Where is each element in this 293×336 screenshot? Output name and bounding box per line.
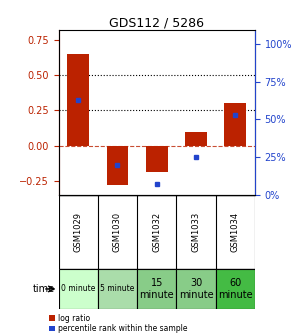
Text: GSM1029: GSM1029 — [74, 212, 83, 252]
Text: time: time — [33, 284, 55, 294]
Bar — [224, 103, 246, 145]
Bar — [185, 132, 207, 145]
Text: 0 minute: 0 minute — [61, 285, 96, 293]
Text: GSM1033: GSM1033 — [192, 212, 200, 252]
Bar — [137, 269, 176, 309]
Text: 5 minute: 5 minute — [100, 285, 135, 293]
Bar — [67, 54, 89, 145]
Text: GSM1030: GSM1030 — [113, 212, 122, 252]
Title: GDS112 / 5286: GDS112 / 5286 — [109, 16, 204, 29]
Text: 15
minute: 15 minute — [139, 278, 174, 300]
Bar — [176, 269, 216, 309]
Legend: log ratio, percentile rank within the sample: log ratio, percentile rank within the sa… — [48, 313, 188, 334]
Text: GSM1032: GSM1032 — [152, 212, 161, 252]
Bar — [216, 269, 255, 309]
Text: GSM1034: GSM1034 — [231, 212, 240, 252]
Bar — [107, 145, 128, 185]
Bar — [59, 269, 98, 309]
Text: 60
minute: 60 minute — [218, 278, 253, 300]
Text: 30
minute: 30 minute — [179, 278, 213, 300]
Bar — [146, 145, 168, 172]
Bar — [98, 269, 137, 309]
